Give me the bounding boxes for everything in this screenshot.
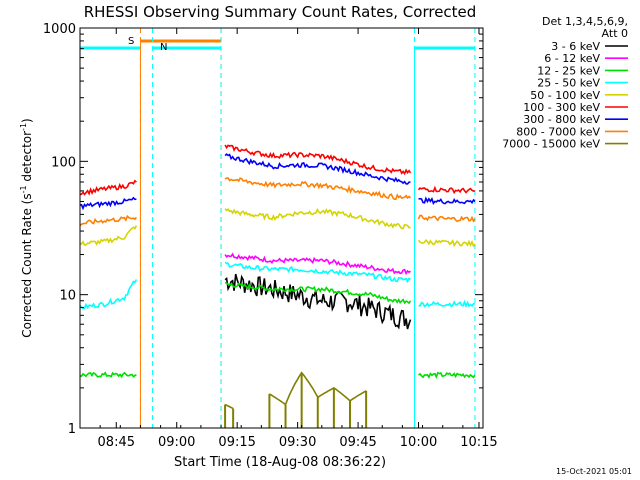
x-tick-label-2: 09:15 <box>218 435 255 450</box>
x-tick-label-4: 09:45 <box>339 435 376 450</box>
series-7-segment-0 <box>79 214 138 227</box>
series-5-segment-0 <box>79 179 137 196</box>
y-label-mid: detector <box>20 131 34 186</box>
night-flag-label: N <box>160 42 167 53</box>
series-5-segment-1 <box>224 144 412 176</box>
legend-label-6: 300 - 800 keV <box>523 113 600 126</box>
legend-label-3: 25 - 50 keV <box>537 77 600 90</box>
y-label-sup2: -1 <box>19 123 28 131</box>
series-7-segment-1 <box>224 177 412 200</box>
series-4-segment-0 <box>79 225 138 247</box>
y-label-sup1: -1 <box>19 185 28 193</box>
series-2-segment-2 <box>417 371 476 380</box>
series-3-segment-0 <box>79 279 138 310</box>
legend-label-0: 3 - 6 keV <box>551 40 600 53</box>
y-tick-label-1: 10 <box>59 289 76 304</box>
saa-flag-label: S <box>128 36 134 47</box>
series-4-segment-1 <box>224 208 411 230</box>
legend-header-line1: Det 1,3,4,5,6,9, <box>542 15 628 28</box>
y-tick-label-0: 1 <box>68 422 76 437</box>
chart-title: RHESSI Observing Summary Count Rates, Co… <box>84 3 477 21</box>
series-2-segment-1 <box>224 281 412 305</box>
legend-label-4: 50 - 100 keV <box>530 89 600 102</box>
legend-label-7: 800 - 7000 keV <box>516 125 600 138</box>
series-1-segment-0 <box>224 252 411 276</box>
x-tick-label-5: 10:00 <box>400 435 437 450</box>
y-tick-label-3: 1000 <box>43 22 76 37</box>
series-0-segment-0 <box>224 273 412 330</box>
series-6-segment-2 <box>418 196 476 205</box>
observing-intervals <box>80 28 476 428</box>
series-7-segment-2 <box>417 214 476 223</box>
x-axis-label: Start Time (18-Aug-08 08:36:22) <box>174 455 386 470</box>
series-6-segment-1 <box>224 153 411 185</box>
x-tick-label-3: 09:30 <box>279 435 316 450</box>
series-4-segment-2 <box>417 239 476 248</box>
series-8-segment-0 <box>224 403 234 410</box>
series-3-segment-1 <box>224 261 411 284</box>
legend-label-1: 6 - 12 keV <box>544 52 600 65</box>
y-tick-label-2: 100 <box>51 155 76 170</box>
legend-label-5: 100 - 300 keV <box>523 101 600 114</box>
x-tick-label-0: 08:45 <box>98 435 135 450</box>
y-axis-label: Corrected Count Rate (s-1 detector-1) <box>19 118 34 337</box>
legend-label-8: 7000 - 15000 keV <box>502 138 600 151</box>
x-tick-label-1: 09:00 <box>158 435 195 450</box>
series-6-segment-0 <box>79 196 137 211</box>
legend-header-line2: Att 0 <box>602 27 628 40</box>
series-2-segment-0 <box>79 371 137 379</box>
legend-label-2: 12 - 25 keV <box>537 64 600 77</box>
axes: 08:45 09:00 09:15 09:30 09:45 10:00 10:15 1 10 10… <box>43 22 498 450</box>
series-5-segment-2 <box>417 185 475 195</box>
timestamp-label: 15-Oct-2021 05:01 <box>556 467 632 476</box>
series-3-segment-2 <box>418 299 476 309</box>
y-label-end: ) <box>20 118 34 123</box>
y-label-main: Corrected Count Rate (s <box>20 193 34 337</box>
series-layer <box>79 144 476 428</box>
x-tick-label-6: 10:15 <box>460 435 497 450</box>
